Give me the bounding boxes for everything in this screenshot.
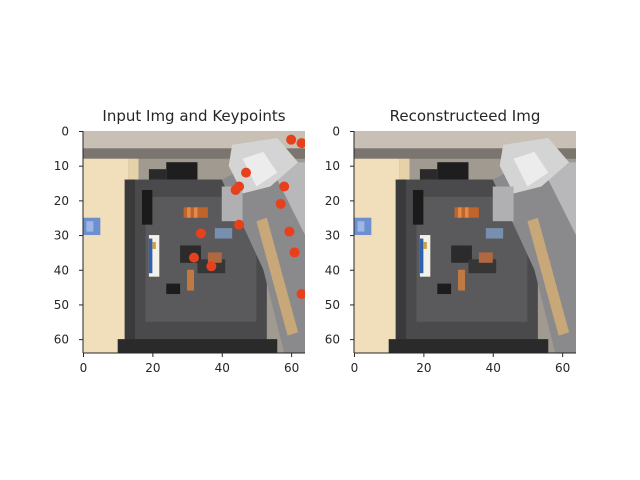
right-y-tick-label: 20 [325,194,340,208]
left-x-tick-label: 0 [80,361,88,375]
left-x-tick-label: 20 [145,361,160,375]
right-y-tick-label: 40 [325,263,340,277]
right-x-tick-label: 60 [555,361,570,375]
left-y-tick-label: 40 [54,263,69,277]
left-y-tick-label: 10 [54,159,69,173]
left-image [83,131,305,353]
keypoint-marker [206,261,217,272]
keypoint-marker [189,252,199,263]
right-y-tick-label: 50 [325,298,340,312]
keypoints-layer [189,134,305,300]
right-chart-title: Reconstructeed Img [390,107,541,125]
right-y-tick-label: 60 [325,333,340,347]
right-x-tick-label: 20 [416,361,431,375]
left-chart-title: Input Img and Keypoints [102,107,285,125]
keypoint-marker [275,198,286,209]
right-y-tick-label: 0 [332,125,340,139]
keypoint-marker [234,219,245,230]
left-y-tick-label: 30 [54,229,69,243]
left-x-tick-label: 40 [215,361,230,375]
keypoint-marker [279,181,290,192]
left-y-tick-label: 20 [54,194,69,208]
keypoint-marker [289,247,300,258]
left-axes: Input Img and Keypoints 0 20 40 60 0 10 20 30 40… [54,107,305,375]
left-y-tick-label: 60 [54,333,69,347]
right-y-tick-label: 10 [325,159,340,173]
right-x-tick-label: 40 [486,361,501,375]
keypoint-marker [296,289,305,300]
right-axis-ticks: 0 20 40 60 0 10 20 30 40 50 60 [325,125,576,375]
right-x-tick-label: 0 [351,361,359,375]
right-axes: Reconstructeed Img 0 20 40 60 0 10 20 30 40 50 60 [325,107,576,375]
right-image [354,131,576,353]
left-x-tick-label: 60 [284,361,299,375]
keypoint-marker [230,184,241,195]
left-axis-ticks: 0 20 40 60 0 10 20 30 40 50 60 [54,125,305,375]
left-y-tick-label: 0 [61,125,69,139]
keypoint-marker [286,134,297,145]
keypoint-marker [195,228,206,239]
keypoint-marker [296,138,305,149]
keypoint-marker [241,167,252,178]
left-y-tick-label: 50 [54,298,69,312]
right-y-tick-label: 30 [325,229,340,243]
keypoint-marker [284,226,295,237]
